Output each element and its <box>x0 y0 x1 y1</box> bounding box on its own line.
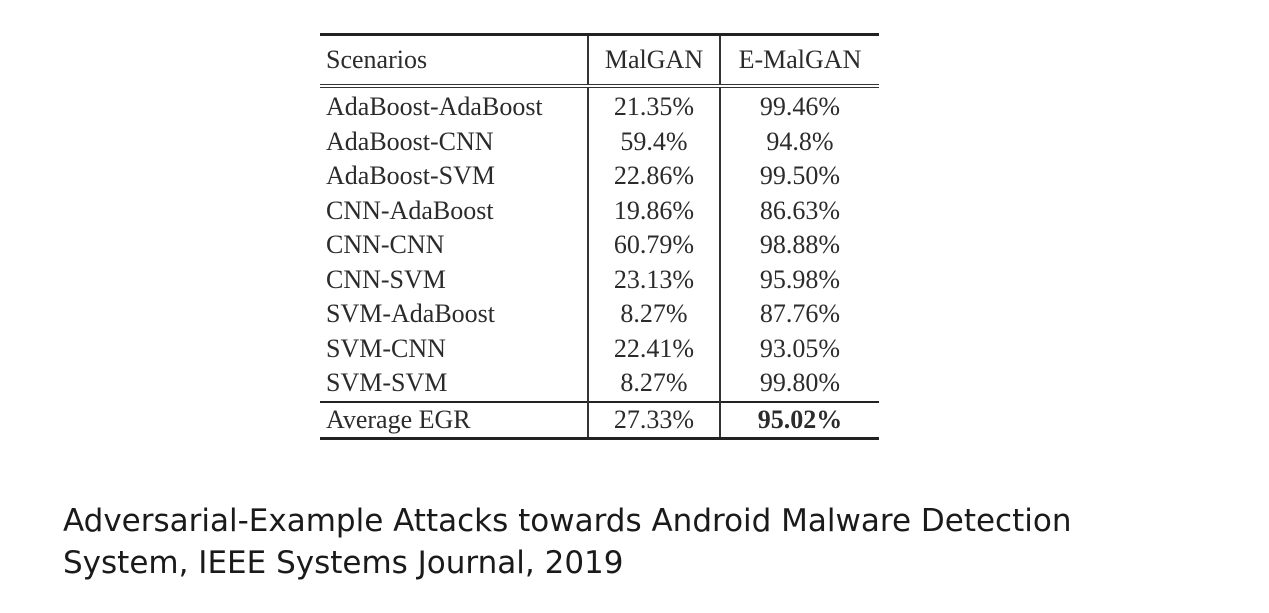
average-egr-row: Average EGR 27.33% 95.02% <box>320 401 879 439</box>
malgan-cell: 60.79% <box>587 228 720 263</box>
table-row: CNN-SVM 23.13% 95.98% <box>320 262 879 297</box>
malgan-cell: 21.35% <box>587 86 720 125</box>
e-malgan-cell: 98.88% <box>719 228 879 263</box>
malgan-cell: 8.27% <box>587 297 720 332</box>
scenario-cell: SVM-CNN <box>326 333 446 363</box>
malgan-cell: 19.86% <box>587 193 720 228</box>
citation-caption: Adversarial-Example Attacks towards Andr… <box>63 500 1243 584</box>
e-malgan-cell: 94.8% <box>719 124 879 159</box>
e-malgan-cell: 95.98% <box>719 262 879 297</box>
table-row: CNN-AdaBoost 19.86% 86.63% <box>320 193 879 228</box>
malgan-cell: 22.41% <box>587 331 720 366</box>
table-row: SVM-SVM 8.27% 99.80% <box>320 366 879 402</box>
average-egr-e-malgan: 95.02% <box>719 401 879 439</box>
malgan-cell: 23.13% <box>587 262 720 297</box>
e-malgan-cell: 99.50% <box>719 159 879 194</box>
malgan-cell: 22.86% <box>587 159 720 194</box>
e-malgan-cell: 99.46% <box>719 86 879 125</box>
e-malgan-cell: 87.76% <box>719 297 879 332</box>
malgan-cell: 8.27% <box>587 366 720 402</box>
table-row: SVM-AdaBoost 8.27% 87.76% <box>320 297 879 332</box>
average-egr-label: Average EGR <box>326 404 471 434</box>
table-row: CNN-CNN 60.79% 98.88% <box>320 228 879 263</box>
e-malgan-cell: 99.80% <box>719 366 879 402</box>
table-row: SVM-CNN 22.41% 93.05% <box>320 331 879 366</box>
scenario-cell: AdaBoost-SVM <box>326 161 496 190</box>
average-egr-malgan: 27.33% <box>587 401 720 439</box>
e-malgan-cell: 86.63% <box>719 193 879 228</box>
scenario-cell: AdaBoost-AdaBoost <box>326 92 543 121</box>
scenario-cell: SVM-AdaBoost <box>326 299 496 328</box>
results-table: Scenarios MalGAN E-MalGAN AdaBoost-AdaBo… <box>320 33 879 440</box>
table-row: AdaBoost-CNN 59.4% 94.8% <box>320 124 879 159</box>
malgan-cell: 59.4% <box>587 124 720 159</box>
table-row: AdaBoost-AdaBoost 21.35% 99.46% <box>320 86 879 125</box>
caption-line-2: System, IEEE Systems Journal, 2019 <box>63 545 624 581</box>
e-malgan-cell: 93.05% <box>719 331 879 366</box>
column-header-e-malgan: E-MalGAN <box>719 34 879 86</box>
scenario-cell: AdaBoost-CNN <box>326 126 494 156</box>
scenario-cell: CNN-CNN <box>326 230 445 259</box>
table-header-row: Scenarios MalGAN E-MalGAN <box>320 34 879 86</box>
scenario-cell: CNN-SVM <box>326 264 446 294</box>
scenario-cell: CNN-AdaBoost <box>326 195 494 225</box>
scenario-cell: SVM-SVM <box>326 368 448 397</box>
caption-line-1: Adversarial-Example Attacks towards Andr… <box>63 503 1072 539</box>
table-row: AdaBoost-SVM 22.86% 99.50% <box>320 159 879 194</box>
column-header-malgan: MalGAN <box>587 34 720 86</box>
column-header-scenarios: Scenarios <box>326 45 428 74</box>
